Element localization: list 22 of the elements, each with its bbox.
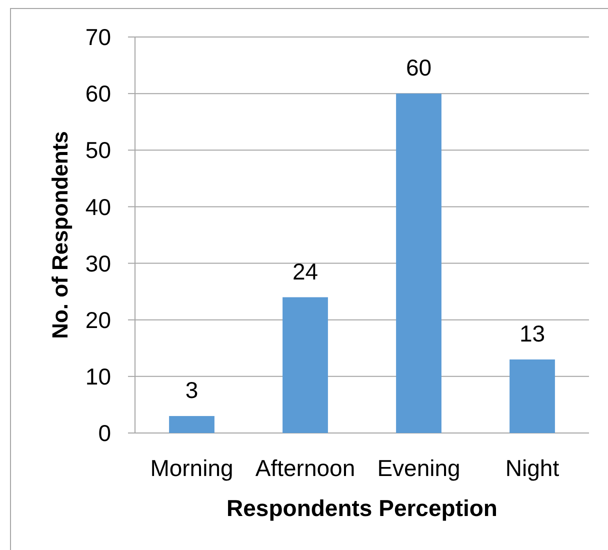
- bar: [510, 359, 555, 433]
- bar: [396, 94, 442, 433]
- y-tick-label: 70: [85, 24, 111, 50]
- bar: [282, 297, 328, 433]
- bar: [169, 416, 214, 433]
- y-tick-label: 20: [85, 306, 111, 333]
- y-tick-label: 10: [85, 363, 111, 390]
- data-label: 24: [292, 258, 318, 284]
- data-label: 60: [406, 54, 432, 81]
- y-axis-title: No. of Respondents: [48, 131, 73, 339]
- x-tick-label: Afternoon: [255, 455, 356, 482]
- x-tick-label: Night: [505, 455, 560, 482]
- x-tick-label: Morning: [150, 455, 234, 482]
- data-label: 13: [519, 320, 546, 347]
- x-axis-title: Respondents Perception: [226, 495, 498, 522]
- data-label: 3: [185, 377, 198, 404]
- x-tick-label: Evening: [377, 455, 460, 482]
- y-tick-label: 40: [85, 194, 111, 220]
- y-tick-label: 0: [98, 420, 111, 446]
- y-tick-label: 30: [85, 250, 111, 276]
- y-tick-label: 60: [85, 80, 111, 107]
- y-tick-label: 50: [85, 137, 111, 164]
